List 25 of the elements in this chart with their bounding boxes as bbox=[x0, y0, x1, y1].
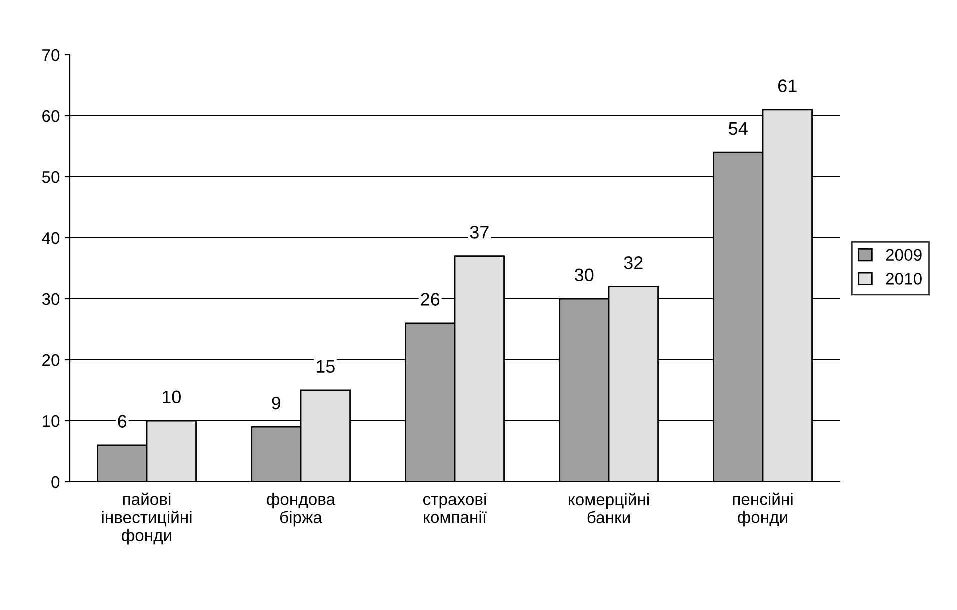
data-label: 9 bbox=[272, 396, 281, 410]
legend-label: 2009 bbox=[886, 249, 922, 262]
y-tick-label: 60 bbox=[42, 110, 60, 122]
data-label: 61 bbox=[778, 80, 797, 92]
data-label: 37 bbox=[470, 226, 489, 239]
data-label: 30 bbox=[575, 268, 594, 282]
data-label: 54 bbox=[729, 122, 748, 136]
data-label: 32 bbox=[624, 256, 643, 270]
data-label: 15 bbox=[316, 360, 335, 374]
legend-label: 2010 bbox=[886, 273, 922, 285]
data-label: 6 bbox=[118, 415, 127, 428]
y-tick-label: 70 bbox=[42, 49, 60, 62]
y-tick-label: 40 bbox=[42, 232, 60, 244]
y-tick-label: 10 bbox=[43, 415, 60, 428]
x-tick-label: пайові інвестиційні фонди bbox=[102, 492, 192, 545]
x-tick-label: комерційні банки bbox=[569, 493, 649, 524]
data-label: 26 bbox=[421, 293, 440, 306]
y-tick-label: 20 bbox=[42, 354, 60, 366]
x-tick-label: страхові компанії bbox=[423, 493, 487, 524]
x-tick-label: пенсійні фонди bbox=[733, 492, 793, 527]
y-tick-label: 50 bbox=[42, 171, 60, 184]
data-label: 10 bbox=[162, 390, 181, 404]
y-tick-label: 30 bbox=[42, 293, 60, 306]
x-tick-label: фондова біржа bbox=[267, 493, 336, 527]
y-tick-label: 0 bbox=[52, 476, 60, 488]
